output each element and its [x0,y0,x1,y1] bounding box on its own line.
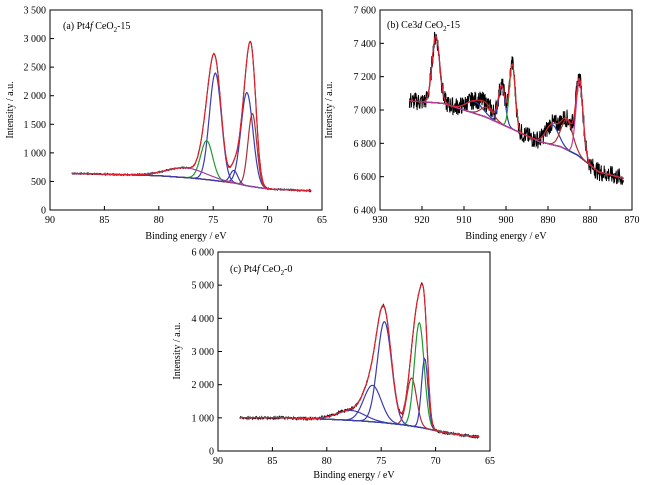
y-tick-label: 2 500 [24,63,47,74]
y-tick-label: 7 600 [354,6,377,17]
y-tick-label: 2 000 [24,91,47,102]
x-tick-label: 870 [625,215,640,226]
x-tick-label: 85 [99,215,109,226]
component-peak-line [71,140,312,192]
component-peak-line [239,321,480,438]
y-tick-label: 1 500 [24,120,47,131]
y-tick-label: 6 800 [354,139,377,150]
y-axis-label: Intensity / a.u. [324,81,335,138]
fit-envelope-line [239,283,480,438]
y-tick-label: 1 000 [24,148,47,159]
y-tick-label: 6 600 [354,172,377,183]
panel-label: (a) Pt4f CeO2-15 [63,21,130,34]
component-peak-line [239,377,480,438]
panel-a: 90 85 80 75 70 65 0 500 1 000 1 500 2 000 2 500 3 00… [5,6,327,243]
component-peak-line [239,384,480,438]
y-tick-label: 7 200 [354,72,377,83]
component-peak-line [71,167,312,192]
x-tick-label: 75 [376,456,386,467]
y-tick-label: 500 [31,177,46,188]
x-tick-label: 90 [213,456,223,467]
y-tick-label: 6 000 [192,248,215,259]
component-peak-line [239,357,480,438]
x-axis-label: Binding energy / eV [145,231,227,242]
x-tick-label: 80 [154,215,164,226]
x-axis-label: Binding energy / eV [313,470,395,481]
x-tick-label: 930 [373,215,388,226]
x-axis-label: Binding energy / eV [465,231,547,242]
y-axis-label: Intensity / a.u. [172,322,183,379]
y-tick-label: 3 500 [24,6,47,17]
y-tick-label: 6 400 [354,206,377,217]
x-tick-label: 75 [208,215,218,226]
x-tick-label: 70 [263,215,273,226]
x-tick-label: 65 [317,215,327,226]
x-tick-label: 80 [322,456,332,467]
component-peak-line [71,112,312,192]
y-tick-label: 7 400 [354,39,377,50]
component-peak-line [239,321,480,438]
x-tick-label: 910 [457,215,472,226]
y-tick-label: 0 [209,447,214,458]
x-tick-label: 920 [415,215,430,226]
plot-frame [49,9,323,211]
y-axis-label: Intensity / a.u. [5,81,16,138]
panel-b: 930 920 910 900 890 880 870 6 400 6 600 6 800 7 00… [324,6,640,243]
x-tick-label: 900 [499,215,514,226]
y-tick-label: 3 000 [24,34,47,45]
component-peak-line [71,72,312,192]
y-tick-label: 3 000 [192,347,215,358]
y-tick-label: 7 000 [354,106,377,117]
panel-c: 90 85 80 75 70 65 0 1 000 2 000 3 000 4 000 5 000 6 … [172,248,495,482]
x-tick-label: 890 [541,215,556,226]
x-tick-label: 65 [485,456,495,467]
x-tick-label: 90 [45,215,55,226]
panel-label: (c) Pt4f CeO2-0 [230,264,292,277]
y-tick-label: 1 000 [192,413,215,424]
y-tick-label: 5 000 [192,281,215,292]
y-tick-label: 2 000 [192,380,215,391]
fit-envelope-line [71,41,312,192]
y-tick-label: 0 [41,206,46,217]
x-tick-label: 85 [267,456,277,467]
panel-label: (b) Ce3d CeO2-15 [387,20,460,33]
raw-data-line [239,282,480,440]
x-tick-label: 70 [431,456,441,467]
y-tick-label: 4 000 [192,314,215,325]
fit-envelope-line [409,35,624,179]
x-tick-label: 880 [583,215,598,226]
raw-data-line [408,31,625,185]
